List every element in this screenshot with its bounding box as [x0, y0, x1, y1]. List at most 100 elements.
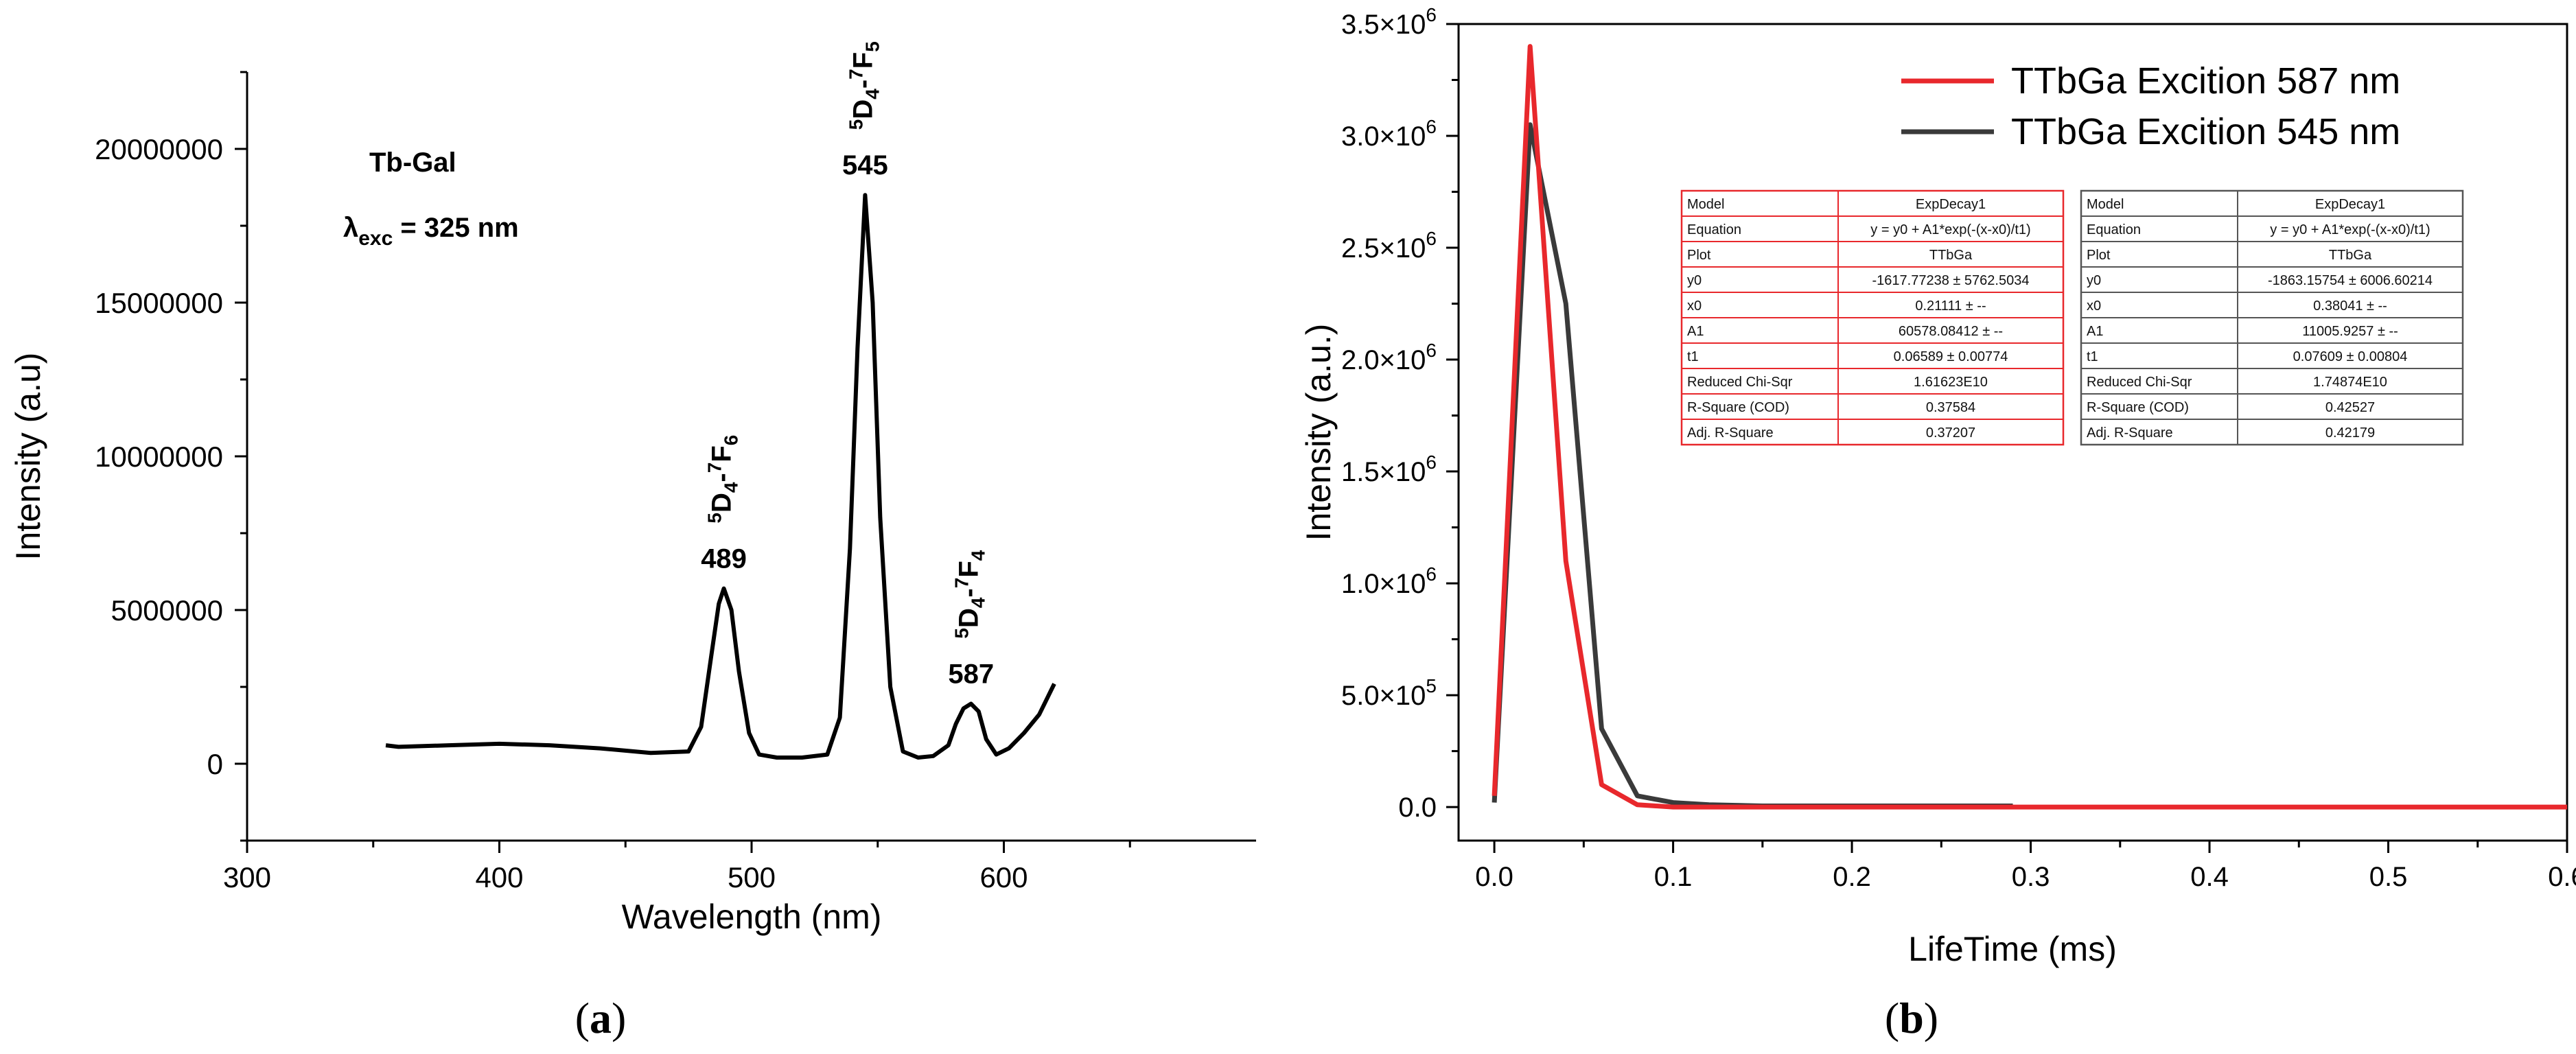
panel-b-y-tick-label: 3.0×106 [1341, 116, 1437, 152]
fit-table-value-cell: -1863.15754 ± 6006.60214 [2268, 273, 2433, 288]
fit-table-value-cell: 0.37207 [1926, 425, 1975, 441]
fit-table-param-cell: Model [2087, 197, 2124, 212]
panel-b-y-tick-mantissa: 1.5×10 [1341, 457, 1426, 487]
transition-f-subscript: 6 [721, 435, 742, 446]
fit-table-param-cell: Reduced Chi-Sqr [2087, 375, 2192, 390]
excitation-label: λexc = 325 nm [343, 213, 519, 250]
panel-b-y-axis-label: Intensity (a.u.) [1299, 324, 1338, 541]
transition-d-symbol: D [848, 99, 878, 119]
panel-b-y-tick-label: 5.0×105 [1341, 675, 1437, 711]
excitation-lambda: λ [343, 213, 358, 243]
fit-table-param-cell: Equation [2087, 222, 2141, 237]
peak-label-587: 587 [948, 659, 994, 690]
fit-table-value-cell: 0.37584 [1926, 400, 1975, 415]
panel-b: 0.00.10.20.30.40.50.60.05.0×1051.0×1061.… [1299, 4, 2576, 1042]
panel-b-y-tick-exponent: 5 [1426, 675, 1437, 696]
fit-table-param-cell: Equation [1687, 222, 1741, 237]
fit-table-param-cell: R-Square (COD) [1687, 400, 1789, 415]
panel-b-x-tick-label: 0.0 [1475, 862, 1513, 892]
panel-b-x-tick-label: 0.2 [1833, 862, 1871, 892]
fit-table-param-cell: Model [1687, 197, 1724, 212]
transition-pre-superscript: 5 [951, 628, 973, 639]
panel-b-x-tick-label: 0.4 [2190, 862, 2229, 892]
panel-b-label-open: ( [1885, 994, 1899, 1042]
fit-table-value-cell: 0.42179 [2325, 425, 2375, 441]
fit-table-value-cell: 0.21111 ± -- [1915, 298, 1986, 314]
legend-label-545: TTbGa Excition 545 nm [2011, 111, 2400, 152]
fit-table-param-cell: y0 [2087, 273, 2101, 288]
transition-label-489: 5D4-7F6 [704, 435, 742, 524]
transition-label-545: 5D4-7F5 [845, 41, 883, 130]
panel-a-y-tick-label: 15000000 [95, 287, 223, 319]
panel-a-label-open: ( [575, 994, 590, 1042]
panel-b-y-tick-label: 0.0 [1398, 793, 1437, 823]
fit-table-value-cell: 0.07609 ± 0.00804 [2293, 349, 2408, 364]
panel-b-y-tick-exponent: 6 [1426, 228, 1437, 249]
peak-label-489: 489 [701, 544, 747, 574]
transition-d-subscript: 4 [861, 89, 883, 99]
fit-table-value-cell: TTbGa [1929, 248, 1973, 263]
panel-a-x-tick-label: 400 [475, 861, 523, 893]
fit-table-param-cell: A1 [2087, 324, 2103, 339]
fit-table-param-cell: A1 [1687, 324, 1704, 339]
panel-a-x-tick-label: 500 [728, 861, 776, 893]
peak-label-545: 545 [842, 150, 888, 180]
fit-table-param-cell: R-Square (COD) [2087, 400, 2189, 415]
panel-a-y-tick-label: 20000000 [95, 133, 223, 165]
panel-a-x-tick-label: 300 [223, 861, 271, 893]
sample-label: Tb-Gal [369, 148, 456, 178]
panel-b-y-tick-mantissa: 5.0×10 [1341, 681, 1426, 711]
panel-b-x-tick-label: 0.5 [2369, 862, 2408, 892]
transition-d-subscript: 4 [721, 482, 742, 493]
fit-table-param-cell: Plot [1687, 248, 1711, 263]
panel-a-x-axis-label: Wavelength (nm) [622, 898, 882, 936]
panel-b-y-tick-exponent: 6 [1426, 452, 1437, 473]
transition-f-symbol: F [848, 52, 878, 69]
fit-table-545: Model ExpDecay1 Equation y = y0 + A1*exp(-(… [2080, 189, 2464, 446]
panel-b-y-tick-mantissa: 1.0×10 [1341, 569, 1426, 599]
fit-table-param-cell: Adj. R-Square [2087, 425, 2173, 441]
fit-table-value-cell: y = y0 + A1*exp(-(x-x0)/t1) [2270, 222, 2430, 237]
panel-a-label: (a) [575, 994, 627, 1042]
legend-label-587: TTbGa Excition 587 nm [2011, 60, 2400, 102]
fit-table-587: Model ExpDecay1 Equation y = y0 + A1*exp(-(… [1680, 189, 2065, 446]
fit-table-value-cell: 0.06589 ± 0.00774 [1894, 349, 2008, 364]
fit-table-value-cell: -1617.77238 ± 5762.5034 [1872, 273, 2030, 288]
panel-b-x-tick-label: 0.3 [2012, 862, 2050, 892]
transition-post-superscript: 7 [845, 69, 866, 80]
panel-a-label-letter: a [590, 994, 612, 1042]
panel-a-ticks: 300 400 500 600 0 5000000 10000000 15000000 2000… [95, 71, 1131, 893]
panel-b-plot-frame [1457, 23, 2568, 842]
panel-b-y-tick-label: 1.5×106 [1341, 452, 1437, 487]
fit-table-param-cell: Plot [2087, 248, 2111, 263]
panel-b-y-tick-mantissa: 3.5×10 [1341, 10, 1426, 40]
fit-table-value-cell: 11005.9257 ± -- [2302, 324, 2398, 339]
transition-f-symbol: F [707, 445, 737, 462]
fit-table-param-cell: x0 [2087, 298, 2101, 314]
panel-b-y-tick-label: 1.0×106 [1341, 563, 1437, 599]
fit-table-value-cell: TTbGa [2329, 248, 2372, 263]
fit-table-value-cell: 0.42527 [2325, 400, 2375, 415]
panel-b-y-tick-exponent: 6 [1426, 116, 1437, 137]
panel-b-ticks: 0.00.10.20.30.40.50.60.05.0×1051.0×1061.… [1341, 4, 2576, 892]
fit-table-param-cell: t1 [2087, 349, 2098, 364]
panel-b-y-tick-mantissa: 0.0 [1398, 793, 1437, 823]
fit-table-param-cell: y0 [1687, 273, 1702, 288]
panel-a-label-close: ) [612, 994, 626, 1042]
transition-post-superscript: 7 [704, 462, 726, 473]
fit-table-value-cell: 1.61623E10 [1914, 375, 1988, 390]
panel-b-y-tick-label: 2.5×106 [1341, 228, 1437, 264]
fit-table-value-cell: 60578.08412 ± -- [1899, 324, 2003, 339]
panel-a: 300 400 500 600 0 5000000 10000000 15000000 2000… [9, 41, 1256, 1042]
panel-b-series-587-line [1492, 44, 2567, 810]
panel-b-y-tick-exponent: 6 [1426, 563, 1437, 585]
fit-table-value-cell: ExpDecay1 [2315, 197, 2385, 212]
panel-b-y-tick-mantissa: 2.5×10 [1341, 233, 1426, 264]
panel-b-x-tick-label: 0.1 [1654, 862, 1693, 892]
fit-table-value-cell: y = y0 + A1*exp(-(x-x0)/t1) [1870, 222, 2030, 237]
panel-a-y-tick-label: 5000000 [111, 594, 223, 626]
excitation-subscript: exc [358, 227, 393, 250]
panel-a-emission-line [385, 193, 1056, 760]
